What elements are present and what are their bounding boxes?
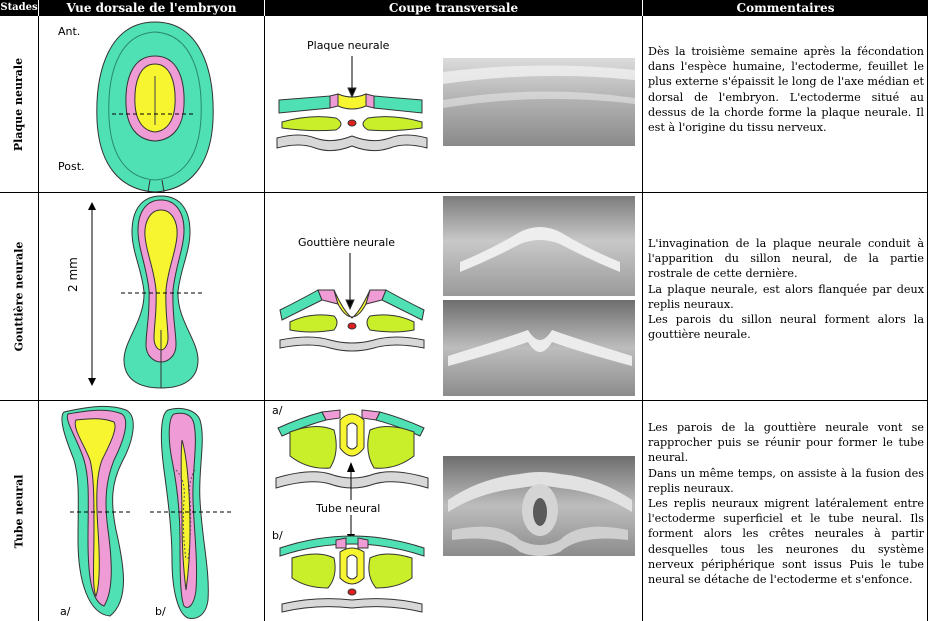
header-dorsal-view: Vue dorsale de l'embryon — [39, 0, 264, 16]
comment-paragraph: Dans un même temps, on assiste à la fusi… — [648, 466, 924, 495]
section-groove — [279, 253, 425, 352]
label-neural-tube: Tube neural — [316, 502, 381, 515]
comment-groove: L'invagination de la plaque neurale cond… — [648, 236, 924, 342]
section-tube-a — [275, 409, 429, 489]
comment-plate: Dès la troisième semaine après la fécond… — [648, 44, 924, 135]
stage-label: Tube neural — [12, 474, 26, 548]
dorsal-view-groove — [121, 195, 203, 389]
label-neural-groove: Gouttière neurale — [298, 236, 396, 249]
comment-paragraph: Les replis neuraux migrent latéralement … — [648, 497, 924, 587]
label-anterior: Ant. — [58, 25, 81, 38]
comment-paragraph: Dès la troisième semaine après la fécond… — [648, 45, 924, 135]
comment-paragraph: Les parois du sillon neural forment alor… — [648, 313, 924, 342]
label-section-b: b/ — [272, 529, 283, 542]
section-tube-b — [279, 535, 425, 613]
label-posterior: Post. — [58, 160, 85, 173]
scale-bar — [88, 202, 96, 386]
label-dorsal-a: a/ — [60, 605, 71, 618]
dorsal-view-tube-a — [61, 405, 134, 617]
photo-plate — [443, 58, 635, 146]
stage-plate: Plaque neurale — [0, 17, 38, 192]
comment-tube: Les parois de la gouttière neurale vont … — [648, 420, 924, 587]
dorsal-view-tube-b — [150, 407, 232, 619]
label-dorsal-b: b/ — [155, 605, 166, 618]
stage-label: Plaque neurale — [12, 57, 26, 152]
photo-groove-2 — [443, 300, 635, 396]
stage-label: Gouttière neurale — [12, 241, 26, 352]
scale-label: 2 mm — [66, 257, 80, 292]
label-section-a: a/ — [272, 404, 283, 417]
stage-groove: Gouttière neurale — [0, 193, 38, 400]
label-neural-plate: Plaque neurale — [307, 39, 390, 52]
photo-groove-1 — [443, 196, 635, 296]
dorsal-view-plate — [96, 21, 214, 193]
comment-paragraph: La plaque neurale, est alors flanquée pa… — [648, 282, 924, 311]
comment-paragraph: Les parois de la gouttière neurale vont … — [648, 421, 924, 465]
section-plate — [276, 56, 428, 152]
photo-tube — [443, 456, 635, 556]
header-comments: Commentaires — [643, 0, 928, 16]
comment-paragraph: L'invagination de la plaque neurale cond… — [648, 237, 924, 281]
header-cross-section: Coupe transversale — [265, 0, 642, 16]
header-stages: Stades — [0, 0, 38, 16]
stage-tube: Tube neural — [0, 401, 38, 621]
